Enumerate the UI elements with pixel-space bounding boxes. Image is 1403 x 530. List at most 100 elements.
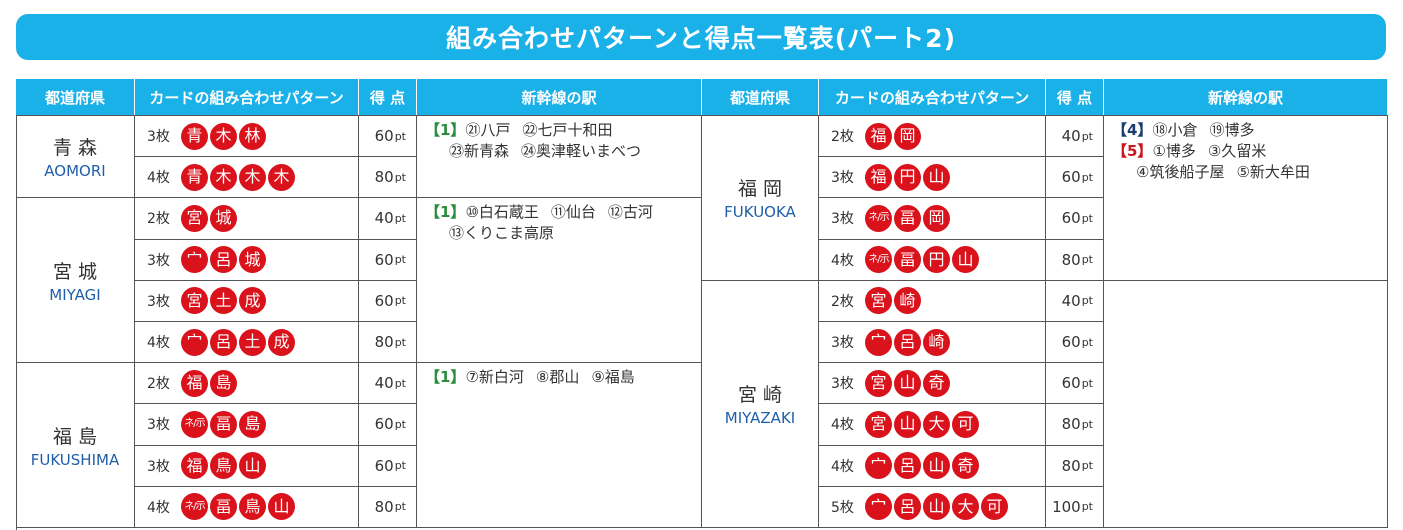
score-unit: pt — [1081, 500, 1093, 514]
card-chips: 福島 — [181, 369, 237, 397]
station-name: ⑪仙台 — [550, 203, 596, 222]
card-chip: 林 — [239, 122, 266, 150]
card-chip: 木 — [210, 122, 237, 150]
card-pattern-cell: 3枚 ネ/示畐島 — [135, 404, 359, 446]
card-chip: 宮 — [865, 287, 892, 315]
card-pattern-cell: 4枚宀呂山奇 — [819, 445, 1046, 487]
card-chip: 崎 — [923, 328, 950, 356]
card-chip: 山 — [923, 163, 950, 191]
card-chips: 宮城 — [181, 204, 237, 232]
card-count: 4枚 — [147, 499, 170, 516]
card-chip: 山 — [894, 369, 921, 397]
station-name: ⑦新白河 — [465, 368, 524, 387]
prefecture-name: 福岡 — [737, 178, 788, 201]
prefecture-cell: 宮城 MIYAGI — [16, 198, 135, 364]
score-value: 80 — [374, 333, 394, 352]
stations-cell: 【4】⑱小倉 ⑲博多 【5】①博多 ③久留米 ④筑後船子屋 ⑤新大牟田 — [1104, 116, 1388, 281]
score-value: 60 — [1061, 209, 1081, 228]
card-chips: 福岡 — [865, 122, 921, 150]
card-chip: ネ/示 — [865, 204, 892, 232]
card-chip: 呂 — [894, 328, 921, 356]
card-count: 2枚 — [831, 129, 854, 146]
card-pattern-cell: 4枚青木木木 — [135, 157, 359, 199]
card-count: 3枚 — [147, 129, 170, 146]
station-name: ㉓新青森 — [449, 142, 510, 160]
header-prefecture: 都道府県 — [702, 79, 819, 115]
header-score: 得 点 — [359, 79, 417, 115]
score-value: 60 — [374, 456, 394, 475]
card-chip: 鳥 — [239, 493, 266, 521]
stations-cell: 【1】㉑八戸 ㉒七戸十和田 ㉓新青森 ㉔奥津軽いまべつ — [417, 116, 702, 199]
score-unit: pt — [1081, 417, 1093, 431]
card-chip: ネ/示 — [181, 493, 208, 521]
card-chip: 山 — [923, 493, 950, 521]
station-line: 【5】①博多 ③久留米 — [1112, 141, 1379, 162]
score-cell: 60 pt — [359, 280, 417, 322]
card-chips: ネ/示畐島 — [181, 410, 266, 438]
station-name: ③久留米 — [1207, 142, 1267, 160]
station-line: 【1】㉑八戸 ㉒七戸十和田 — [425, 120, 693, 141]
score-cell: 60 pt — [359, 445, 417, 487]
station-group: 【4】 — [1112, 121, 1153, 139]
score-unit: pt — [394, 211, 406, 225]
header-prefecture: 都道府県 — [16, 79, 135, 115]
card-chip: 城 — [210, 204, 237, 232]
score-value: 80 — [1061, 456, 1081, 475]
card-pattern-cell: 3枚宀呂崎 — [819, 322, 1046, 364]
card-chip: 奇 — [952, 452, 979, 480]
stations-cell — [1104, 280, 1388, 528]
card-chip: 土 — [210, 287, 237, 315]
card-count: 5枚 — [831, 499, 854, 516]
station-line: 【4】⑱小倉 ⑲博多 — [1112, 120, 1379, 141]
score-unit: pt — [1081, 294, 1093, 308]
card-chip: 島 — [210, 369, 237, 397]
card-chips: 宮山奇 — [865, 369, 950, 397]
card-pattern-cell: 4枚 ネ/示畐鳥山 — [135, 486, 359, 528]
prefecture-cell: 青森 AOMORI — [16, 116, 135, 199]
prefecture-name-en: MIYAGI — [49, 285, 101, 304]
score-value: 60 — [374, 291, 394, 310]
table-left-border — [16, 115, 17, 530]
score-value: 40 — [374, 374, 394, 393]
score-unit: pt — [394, 500, 406, 514]
score-unit: pt — [1081, 211, 1093, 225]
score-value: 40 — [374, 209, 394, 228]
card-chip: 畐 — [894, 204, 921, 232]
score-cell: 80 pt — [359, 157, 417, 199]
card-pattern-cell: 5枚宀呂山大可 — [819, 486, 1046, 528]
card-pattern-cell: 4枚宮山大可 — [819, 404, 1046, 446]
score-value: 60 — [1061, 168, 1081, 187]
card-chip: 木 — [210, 163, 237, 191]
card-count: 2枚 — [831, 293, 854, 310]
card-pattern-cell: 3枚宀呂城 — [135, 239, 359, 281]
station-name: ⑨福島 — [591, 368, 635, 387]
card-chip: 青 — [181, 163, 208, 191]
card-chip: 山 — [923, 452, 950, 480]
prefecture-name-en: FUKUOKA — [724, 203, 796, 222]
card-chips: 宀呂山大可 — [865, 493, 1008, 521]
card-chip: 鳥 — [210, 452, 237, 480]
card-pattern-cell: 4枚 ネ/示畐円山 — [819, 239, 1046, 281]
header-pattern: カードの組み合わせパターン — [135, 79, 359, 115]
score-cell: 40 pt — [359, 198, 417, 240]
page-title: 組み合わせパターンと得点一覧表(パート2) — [16, 14, 1386, 60]
score-value: 80 — [374, 168, 394, 187]
station-name: ④筑後船子屋 — [1136, 163, 1225, 181]
card-chips: 宀呂崎 — [865, 328, 950, 356]
card-chips: 宀呂山奇 — [865, 452, 979, 480]
card-chip: 山 — [952, 246, 979, 274]
station-line: ㉓新青森 ㉔奥津軽いまべつ — [425, 141, 693, 162]
card-chips: 宀呂城 — [181, 246, 266, 274]
card-chip: 成 — [268, 328, 295, 356]
station-line: ④筑後船子屋 ⑤新大牟田 — [1112, 162, 1379, 183]
card-count: 4枚 — [831, 252, 854, 269]
prefecture-cell: 福島 FUKUSHIMA — [16, 363, 135, 528]
card-count: 2枚 — [147, 376, 170, 393]
station-name: ⑩白石蔵王 — [465, 203, 539, 222]
prefecture-cell: 福岡 FUKUOKA — [702, 116, 819, 281]
card-count: 4枚 — [831, 417, 854, 434]
score-cell: 40 pt — [1046, 116, 1104, 158]
header-stations: 新幹線の駅 — [417, 79, 702, 115]
score-cell: 60 pt — [1046, 157, 1104, 199]
card-chips: 青木木木 — [181, 163, 295, 191]
